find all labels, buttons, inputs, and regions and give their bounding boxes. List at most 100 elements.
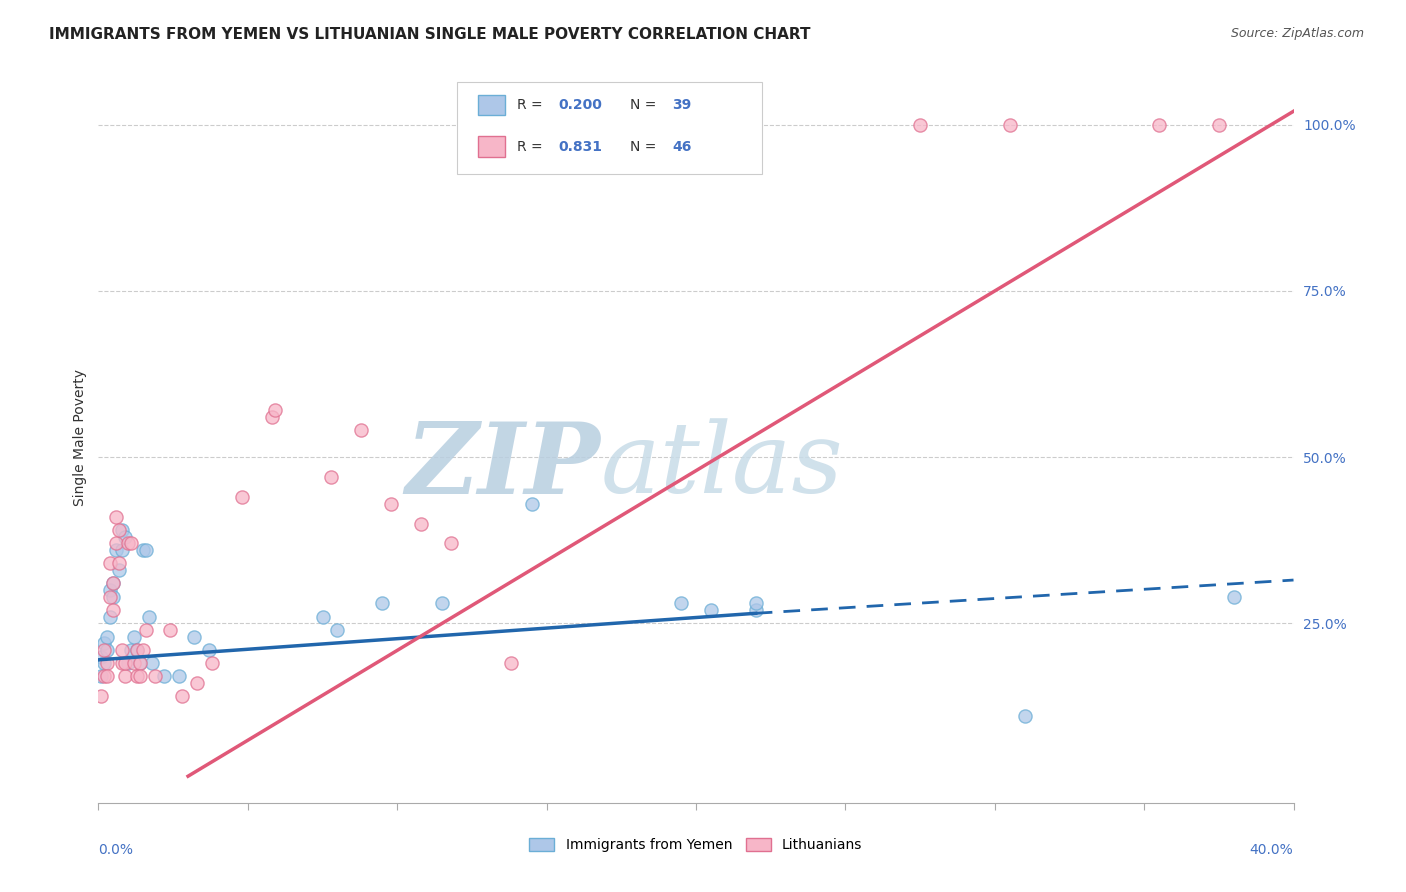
Point <box>470 118 492 132</box>
Point <box>98 557 122 571</box>
Point <box>159 623 181 637</box>
Point <box>132 543 155 558</box>
Point <box>105 536 128 550</box>
Point <box>172 690 194 704</box>
Text: IMMIGRANTS FROM YEMEN VS LITHUANIAN SINGLE MALE POVERTY CORRELATION CHART: IMMIGRANTS FROM YEMEN VS LITHUANIAN SING… <box>49 27 811 42</box>
Point <box>132 643 155 657</box>
Point <box>411 516 433 531</box>
Point <box>700 603 723 617</box>
Point <box>111 543 134 558</box>
Point <box>321 470 343 484</box>
FancyBboxPatch shape <box>478 136 505 157</box>
Point <box>135 543 157 558</box>
Point <box>127 643 149 657</box>
Point <box>141 656 163 670</box>
Point <box>105 543 128 558</box>
Point <box>96 656 118 670</box>
Point <box>908 118 931 132</box>
Point <box>111 656 134 670</box>
Point <box>108 563 131 577</box>
Point <box>135 623 157 637</box>
Text: 0.200: 0.200 <box>558 98 602 112</box>
Point <box>120 536 142 550</box>
Point <box>127 643 149 657</box>
Text: 0.831: 0.831 <box>558 140 603 153</box>
Point <box>143 669 166 683</box>
Point <box>153 669 176 683</box>
Point <box>311 609 333 624</box>
Text: N =: N = <box>630 98 661 112</box>
Point <box>380 497 402 511</box>
Point <box>93 669 115 683</box>
Point <box>669 596 692 610</box>
Point <box>93 656 115 670</box>
Point <box>430 596 453 610</box>
Point <box>103 576 125 591</box>
Point <box>93 636 115 650</box>
Point <box>111 523 134 537</box>
Point <box>260 410 283 425</box>
Point <box>371 596 394 610</box>
Point <box>114 656 136 670</box>
Point <box>499 656 522 670</box>
Point <box>114 530 136 544</box>
Text: Source: ZipAtlas.com: Source: ZipAtlas.com <box>1230 27 1364 40</box>
Point <box>103 603 125 617</box>
Point <box>103 576 125 591</box>
Point <box>231 490 253 504</box>
Text: 46: 46 <box>672 140 692 153</box>
Legend: Immigrants from Yemen, Lithuanians: Immigrants from Yemen, Lithuanians <box>524 832 868 858</box>
Point <box>124 656 146 670</box>
Text: 0.0%: 0.0% <box>98 843 134 857</box>
Point <box>520 497 543 511</box>
Point <box>129 669 152 683</box>
Point <box>198 643 221 657</box>
Point <box>186 676 208 690</box>
Point <box>117 536 139 550</box>
Point <box>745 596 768 610</box>
Point <box>98 582 122 597</box>
Point <box>127 669 149 683</box>
Point <box>350 424 373 438</box>
Point <box>745 603 768 617</box>
Point <box>96 669 118 683</box>
Point <box>475 118 498 132</box>
Text: atlas: atlas <box>600 418 844 514</box>
Point <box>111 643 134 657</box>
Point <box>129 656 152 670</box>
Text: 40.0%: 40.0% <box>1250 843 1294 857</box>
Text: R =: R = <box>517 140 547 153</box>
Text: R =: R = <box>517 98 547 112</box>
Point <box>167 669 190 683</box>
Point <box>108 557 131 571</box>
Point <box>117 656 139 670</box>
Point <box>183 630 205 644</box>
FancyBboxPatch shape <box>478 95 505 115</box>
Point <box>1208 118 1230 132</box>
Point <box>108 523 131 537</box>
Point <box>90 669 112 683</box>
Point <box>998 118 1021 132</box>
Point <box>90 649 112 664</box>
Point <box>1147 118 1170 132</box>
Point <box>440 536 463 550</box>
Point <box>124 630 146 644</box>
Point <box>263 403 285 417</box>
FancyBboxPatch shape <box>457 82 762 174</box>
Point <box>129 656 152 670</box>
Text: N =: N = <box>630 140 661 153</box>
Point <box>105 509 128 524</box>
Point <box>98 609 122 624</box>
Point <box>1014 709 1036 723</box>
Text: ZIP: ZIP <box>405 418 600 515</box>
Point <box>138 609 160 624</box>
Point <box>96 643 118 657</box>
Point <box>114 669 136 683</box>
Point <box>90 690 112 704</box>
Text: 39: 39 <box>672 98 692 112</box>
Point <box>201 656 224 670</box>
Point <box>103 590 125 604</box>
Point <box>93 643 115 657</box>
Point <box>326 623 349 637</box>
Y-axis label: Single Male Poverty: Single Male Poverty <box>73 368 87 506</box>
